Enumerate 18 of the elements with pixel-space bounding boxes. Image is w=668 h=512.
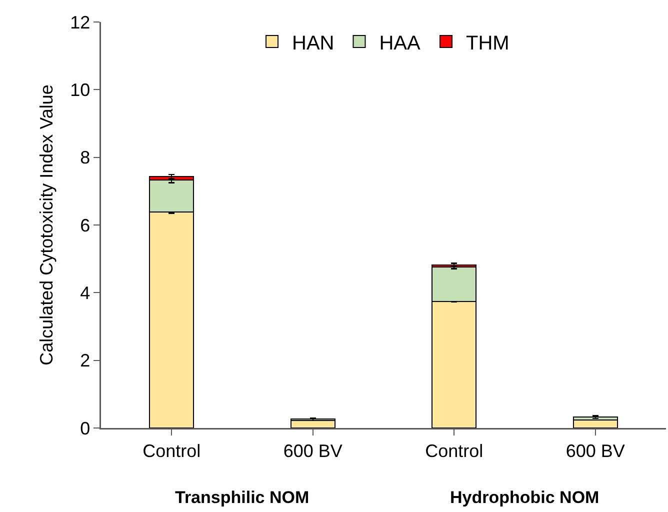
y-tick-label: 0 xyxy=(80,418,90,438)
legend-label: HAN xyxy=(292,32,334,54)
bar xyxy=(572,419,618,428)
legend-label: HAA xyxy=(379,32,422,54)
y-tick-label: 2 xyxy=(80,350,90,371)
x-tick-label: Control xyxy=(142,440,201,461)
text: Hydrophobic NOM xyxy=(450,488,600,507)
legend-label: THM xyxy=(466,32,510,54)
x-tick-label: 600 BV xyxy=(566,440,625,461)
y-tick-label: 4 xyxy=(80,282,90,303)
y-tick-label: 8 xyxy=(80,148,90,168)
x-tick-label: Control xyxy=(425,440,484,461)
y-axis-title: Calculated Cytotoxicity Index Value xyxy=(36,84,56,366)
y-tick-label: 12 xyxy=(70,12,90,32)
y-tick-label: 10 xyxy=(70,80,90,100)
x-tick-label: 600 BV xyxy=(283,440,342,461)
y-tick-label: 6 xyxy=(80,215,90,236)
text: Transphilic NOM xyxy=(175,488,310,507)
